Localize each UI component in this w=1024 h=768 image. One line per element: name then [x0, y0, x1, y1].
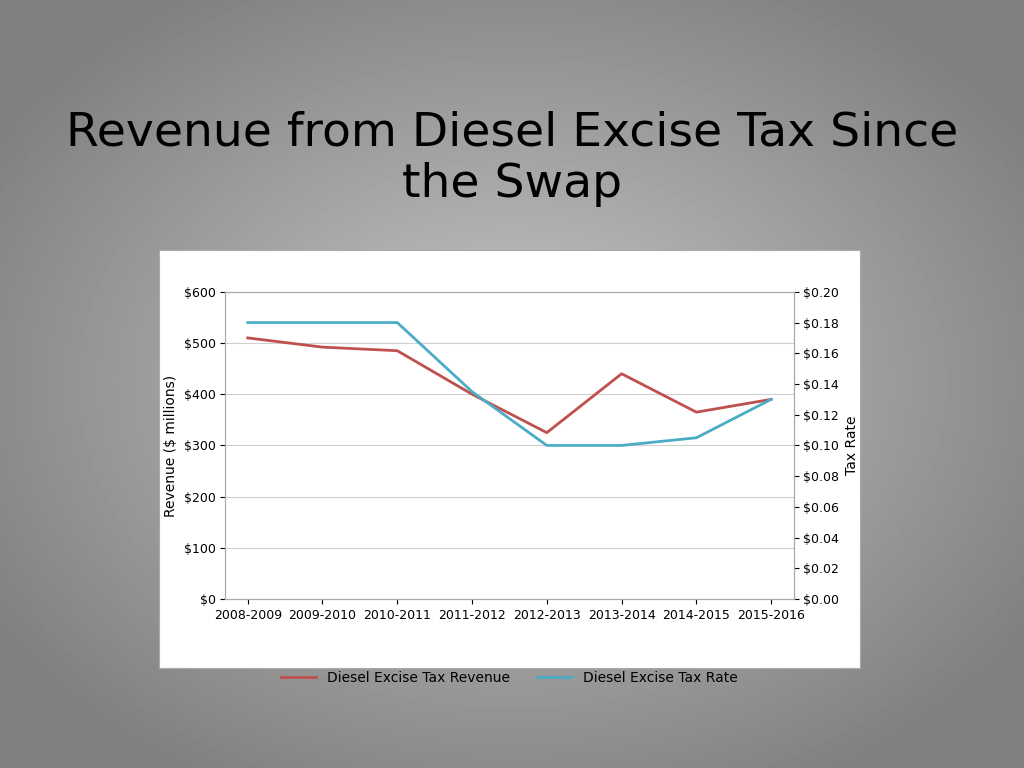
Y-axis label: Revenue ($ millions): Revenue ($ millions)	[164, 374, 178, 517]
Y-axis label: Tax Rate: Tax Rate	[845, 415, 859, 475]
Legend: Diesel Excise Tax Revenue, Diesel Excise Tax Rate: Diesel Excise Tax Revenue, Diesel Excise…	[275, 665, 743, 690]
Text: Revenue from Diesel Excise Tax Since
the Swap: Revenue from Diesel Excise Tax Since the…	[66, 111, 958, 207]
